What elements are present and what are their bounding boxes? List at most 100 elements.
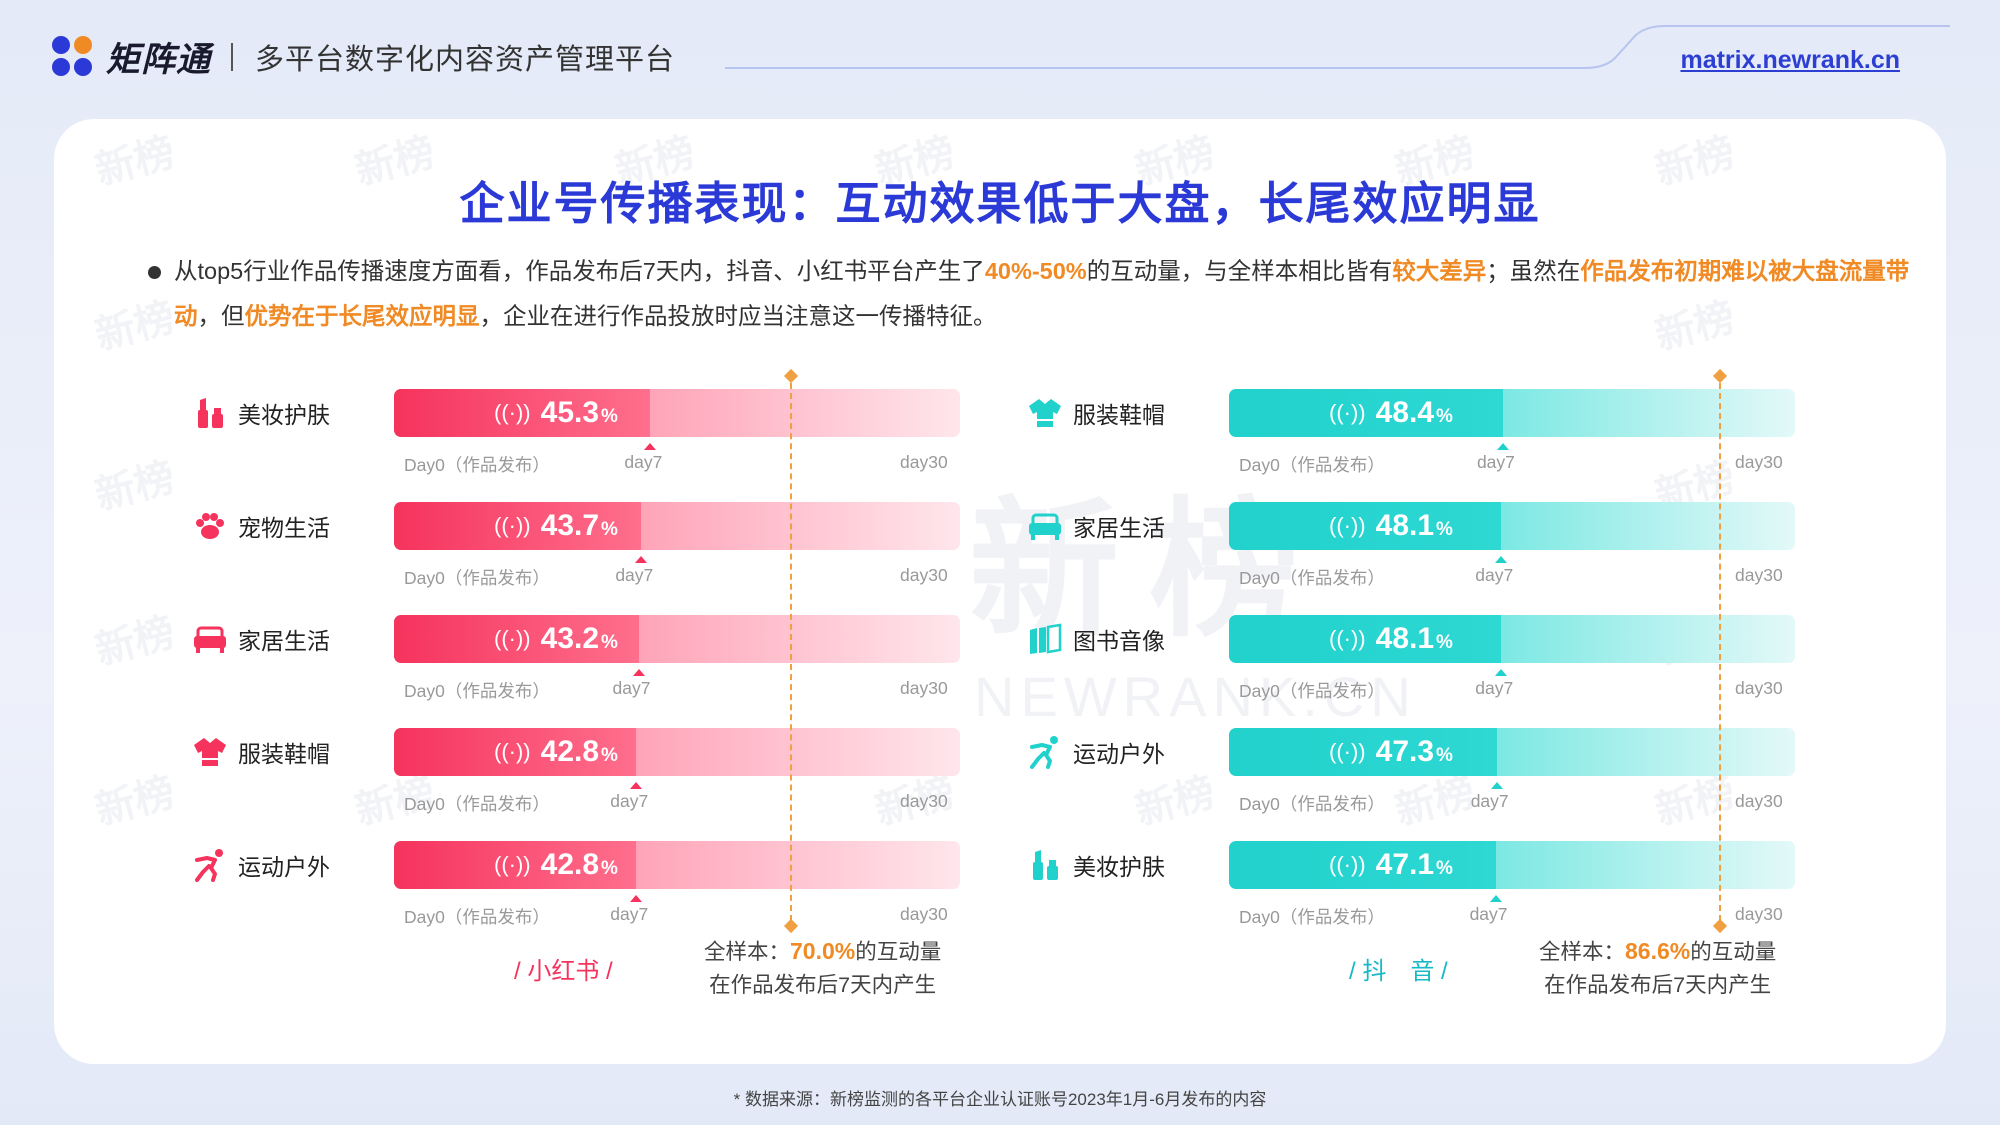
signal-icon: ((·)) bbox=[494, 626, 531, 651]
bar-track bbox=[1229, 615, 1795, 663]
category-name: 宠物生活 bbox=[238, 515, 330, 541]
sofa-icon bbox=[192, 621, 228, 657]
description: 从top5行业作品传播速度方面看，作品发布后7天内，抖音、小红书平台产生了40%… bbox=[148, 249, 1934, 339]
benchmark-value: 86.6% bbox=[1625, 938, 1691, 964]
data-value: 48.4 bbox=[1375, 396, 1435, 429]
category-name: 美妆护肤 bbox=[238, 402, 330, 428]
category-name: 家居生活 bbox=[1073, 515, 1165, 541]
category-label: 美妆护肤 bbox=[192, 391, 330, 435]
tick-label-day30: day30 bbox=[1735, 904, 1783, 924]
desc-highlight-2: 较大差异 bbox=[1392, 258, 1487, 284]
category-name: 美妆护肤 bbox=[1073, 854, 1165, 880]
day7-marker bbox=[1496, 443, 1509, 450]
percent-sign: % bbox=[601, 745, 618, 766]
day7-marker bbox=[1495, 669, 1508, 676]
bar-remainder bbox=[650, 389, 960, 437]
desc-text-1: 从top5行业作品传播速度方面看，作品发布后7天内，抖音、小红书平台产生了 bbox=[174, 258, 985, 284]
tick-label-day30: day30 bbox=[900, 678, 948, 698]
data-value: 42.8 bbox=[540, 848, 600, 881]
benchmark-note-prefix: 全样本： bbox=[1539, 940, 1626, 964]
category-name: 服装鞋帽 bbox=[238, 741, 330, 767]
books-icon bbox=[1027, 621, 1063, 657]
percent-sign: % bbox=[1436, 519, 1453, 540]
brand-subtitle: 多平台数字化内容资产管理平台 bbox=[255, 43, 676, 76]
data-value: 48.1 bbox=[1375, 622, 1435, 655]
signal-icon: ((·)) bbox=[494, 513, 531, 538]
runner-icon bbox=[1027, 734, 1063, 770]
tick-label-day0: Day0（作品发布） bbox=[404, 455, 550, 475]
data-label: ((·)) 45.3% bbox=[494, 389, 618, 437]
bar-remainder bbox=[1502, 389, 1795, 437]
benchmark-line bbox=[1719, 383, 1722, 921]
brand-divider bbox=[231, 42, 233, 71]
shirt-icon bbox=[1027, 395, 1063, 431]
tick-label-day30: day30 bbox=[900, 791, 948, 811]
tick-label-day7: day7 bbox=[610, 791, 649, 811]
day7-marker bbox=[632, 669, 645, 676]
tick-label-day7: day7 bbox=[615, 565, 654, 585]
sofa-icon bbox=[1027, 508, 1063, 544]
runner-icon bbox=[192, 847, 228, 883]
desc-highlight-1: 40%-50% bbox=[984, 258, 1087, 284]
bar bbox=[394, 389, 651, 437]
category-name: 图书音像 bbox=[1073, 628, 1165, 654]
bar-track bbox=[394, 502, 960, 550]
data-value: 47.3 bbox=[1375, 735, 1435, 768]
category-label: 运动户外 bbox=[192, 843, 330, 887]
page-title: 企业号传播表现：互动效果低于大盘，长尾效应明显 bbox=[459, 178, 1541, 229]
desc-text-4: ，但 bbox=[197, 303, 245, 329]
category-label: 图书音像 bbox=[1027, 617, 1165, 661]
percent-sign: % bbox=[601, 632, 618, 653]
bar-remainder bbox=[1501, 615, 1795, 663]
bar-track bbox=[394, 389, 960, 437]
tick-label-day0: Day0（作品发布） bbox=[1239, 455, 1385, 475]
tick-label-day7: day7 bbox=[610, 904, 649, 924]
tick-label-day7: day7 bbox=[1475, 565, 1514, 585]
desc-highlight-3: 作品发布初期难以被大盘流量带动 bbox=[174, 258, 1910, 329]
benchmark-line bbox=[790, 383, 793, 921]
bar-remainder bbox=[641, 502, 960, 550]
bar-remainder bbox=[1495, 841, 1795, 889]
category-label: 运动户外 bbox=[1027, 730, 1165, 774]
tick-label-day0: Day0（作品发布） bbox=[1239, 681, 1385, 701]
watermark-logo: 新榜 bbox=[90, 770, 180, 834]
tick-label-day0: Day0（作品发布） bbox=[404, 568, 550, 588]
day7-marker bbox=[1490, 782, 1503, 789]
data-value: 43.2 bbox=[540, 622, 600, 655]
tick-label-day0: Day0（作品发布） bbox=[1239, 568, 1385, 588]
desc-highlight-4: 优势在于长尾效应明显 bbox=[244, 303, 480, 329]
category-name: 运动户外 bbox=[238, 854, 330, 880]
signal-icon: ((·)) bbox=[494, 739, 531, 764]
benchmark-note-suffix: 的互动量 bbox=[855, 940, 942, 964]
bar bbox=[394, 728, 637, 776]
brand: 矩阵通 多平台数字化内容资产管理平台 bbox=[52, 32, 675, 81]
bar-remainder bbox=[1501, 502, 1795, 550]
signal-icon: ((·)) bbox=[494, 852, 531, 877]
data-label: ((·)) 42.8% bbox=[494, 841, 618, 889]
bar bbox=[1229, 389, 1503, 437]
lipstick-icon bbox=[1027, 847, 1063, 883]
benchmark-note-line1: 全样本：70.0%的互动量 bbox=[704, 935, 941, 969]
bar-remainder bbox=[1496, 728, 1795, 776]
watermark-logo: 新榜 bbox=[90, 295, 180, 359]
brand-logo-icon bbox=[52, 35, 94, 78]
category-label: 美妆护肤 bbox=[1027, 843, 1165, 887]
bar-remainder bbox=[636, 841, 960, 889]
category-name: 服装鞋帽 bbox=[1073, 402, 1165, 428]
site-link[interactable]: matrix.newrank.cn bbox=[1680, 46, 1900, 74]
category-label: 服装鞋帽 bbox=[192, 730, 330, 774]
bar bbox=[1229, 615, 1502, 663]
bar-track bbox=[1229, 389, 1795, 437]
benchmark-note-prefix: 全样本： bbox=[704, 940, 791, 964]
data-label: ((·)) 47.3% bbox=[1329, 728, 1453, 776]
watermark-logo: 新榜 bbox=[90, 610, 180, 674]
day7-marker bbox=[644, 443, 657, 450]
percent-sign: % bbox=[1436, 406, 1453, 427]
shirt-icon bbox=[192, 734, 228, 770]
percent-sign: % bbox=[601, 519, 618, 540]
desc-text-3: ；虽然在 bbox=[1486, 258, 1581, 284]
benchmark-value: 70.0% bbox=[790, 938, 856, 964]
category-label: 家居生活 bbox=[1027, 504, 1165, 548]
bar bbox=[394, 841, 637, 889]
day7-marker bbox=[630, 782, 643, 789]
